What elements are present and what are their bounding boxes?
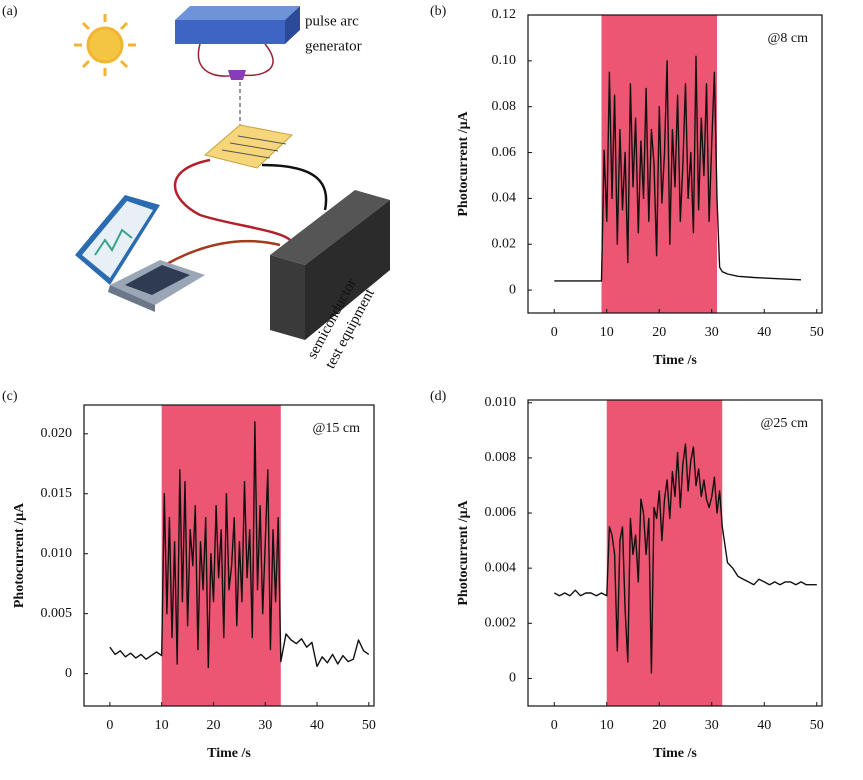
- annotation: @8 cm: [768, 31, 809, 46]
- y-tick-label: 0.004: [485, 560, 517, 575]
- y-axis-label: Photocurrent /μA: [456, 499, 471, 605]
- y-tick-label: 0.02: [492, 236, 517, 251]
- chart: (b) 0 10 20 30 40 50 0 0.02 0.04 0.06 0.08 0.10 0.12 @…: [430, 4, 824, 368]
- x-axis-label: Time /s: [653, 746, 697, 761]
- x-tick-label: 10: [600, 718, 614, 733]
- data-line: [553, 443, 817, 674]
- plot-frame: [527, 14, 823, 314]
- x-tick-label: 30: [705, 325, 719, 340]
- y-tick-label: 0.010: [41, 546, 73, 561]
- data-line: [109, 421, 370, 669]
- x-tick-label: 0: [106, 718, 113, 733]
- y-tick-label: 0.04: [492, 191, 517, 206]
- x-tick-label: 10: [600, 325, 614, 340]
- y-tick-label: 0.005: [41, 606, 73, 621]
- chart: (d) 0 10 20 30 40 50 0 0.002 0.004 0.006 0.008 0.010…: [430, 389, 824, 761]
- y-tick-label: 0: [509, 282, 516, 297]
- device-label: pulse arc: [305, 13, 359, 29]
- wire: [164, 239, 281, 267]
- panel-label: (c): [2, 389, 18, 404]
- y-tick-label: 0.002: [485, 616, 517, 631]
- x-tick-label: 30: [258, 718, 272, 733]
- y-tick-label: 0: [509, 671, 516, 686]
- y-tick-label: 0.008: [485, 450, 517, 465]
- panel-label: (b): [430, 4, 447, 19]
- x-tick-label: 50: [362, 718, 376, 733]
- laptop: [75, 195, 205, 312]
- y-tick-label: 0.020: [41, 426, 73, 441]
- x-tick-label: 10: [155, 718, 169, 733]
- shaded-region: [606, 400, 723, 706]
- x-tick-label: 50: [810, 325, 824, 340]
- sensor-chip: [203, 124, 294, 169]
- x-axis-label: Time /s: [653, 353, 697, 368]
- panel-label: (a): [2, 4, 18, 19]
- sun-icon: [74, 14, 136, 76]
- x-tick-label: 0: [551, 718, 558, 733]
- plot-frame: [83, 404, 375, 707]
- x-tick-label: 20: [652, 325, 666, 340]
- panel-label: (d): [430, 389, 447, 404]
- chart: (c) 0 10 20 30 40 50 0 0.005 0.010 0.015 0.020 @15 c…: [2, 389, 376, 761]
- annotation: @15 cm: [313, 421, 361, 436]
- device-label: generator: [305, 38, 362, 54]
- x-tick-label: 0: [551, 325, 558, 340]
- x-tick-label: 30: [705, 718, 719, 733]
- x-tick-label: 50: [810, 718, 824, 733]
- wire: [173, 158, 291, 241]
- x-tick-label: 40: [310, 718, 324, 733]
- plot-frame: [527, 399, 823, 707]
- test-equipment: [270, 190, 390, 340]
- y-tick-label: 0.015: [41, 486, 73, 501]
- y-tick-label: 0.12: [492, 7, 517, 22]
- x-tick-label: 20: [206, 718, 220, 733]
- y-tick-label: 0.10: [492, 53, 517, 68]
- x-tick-label: 20: [652, 718, 666, 733]
- y-tick-label: 0: [65, 666, 72, 681]
- x-axis-label: Time /s: [207, 746, 251, 761]
- x-tick-label: 40: [757, 718, 771, 733]
- y-tick-label: 0.010: [485, 395, 517, 410]
- y-tick-label: 0.08: [492, 99, 517, 114]
- setup-diagram: (a): [2, 4, 390, 371]
- y-tick-label: 0.006: [485, 505, 517, 520]
- y-axis-label: Photocurrent /μA: [456, 110, 471, 216]
- y-axis-label: Photocurrent /μA: [12, 502, 27, 608]
- x-tick-label: 40: [757, 325, 771, 340]
- data-line: [554, 55, 802, 282]
- wire: [261, 163, 328, 211]
- y-tick-label: 0.06: [492, 145, 517, 160]
- annotation: @25 cm: [761, 416, 809, 431]
